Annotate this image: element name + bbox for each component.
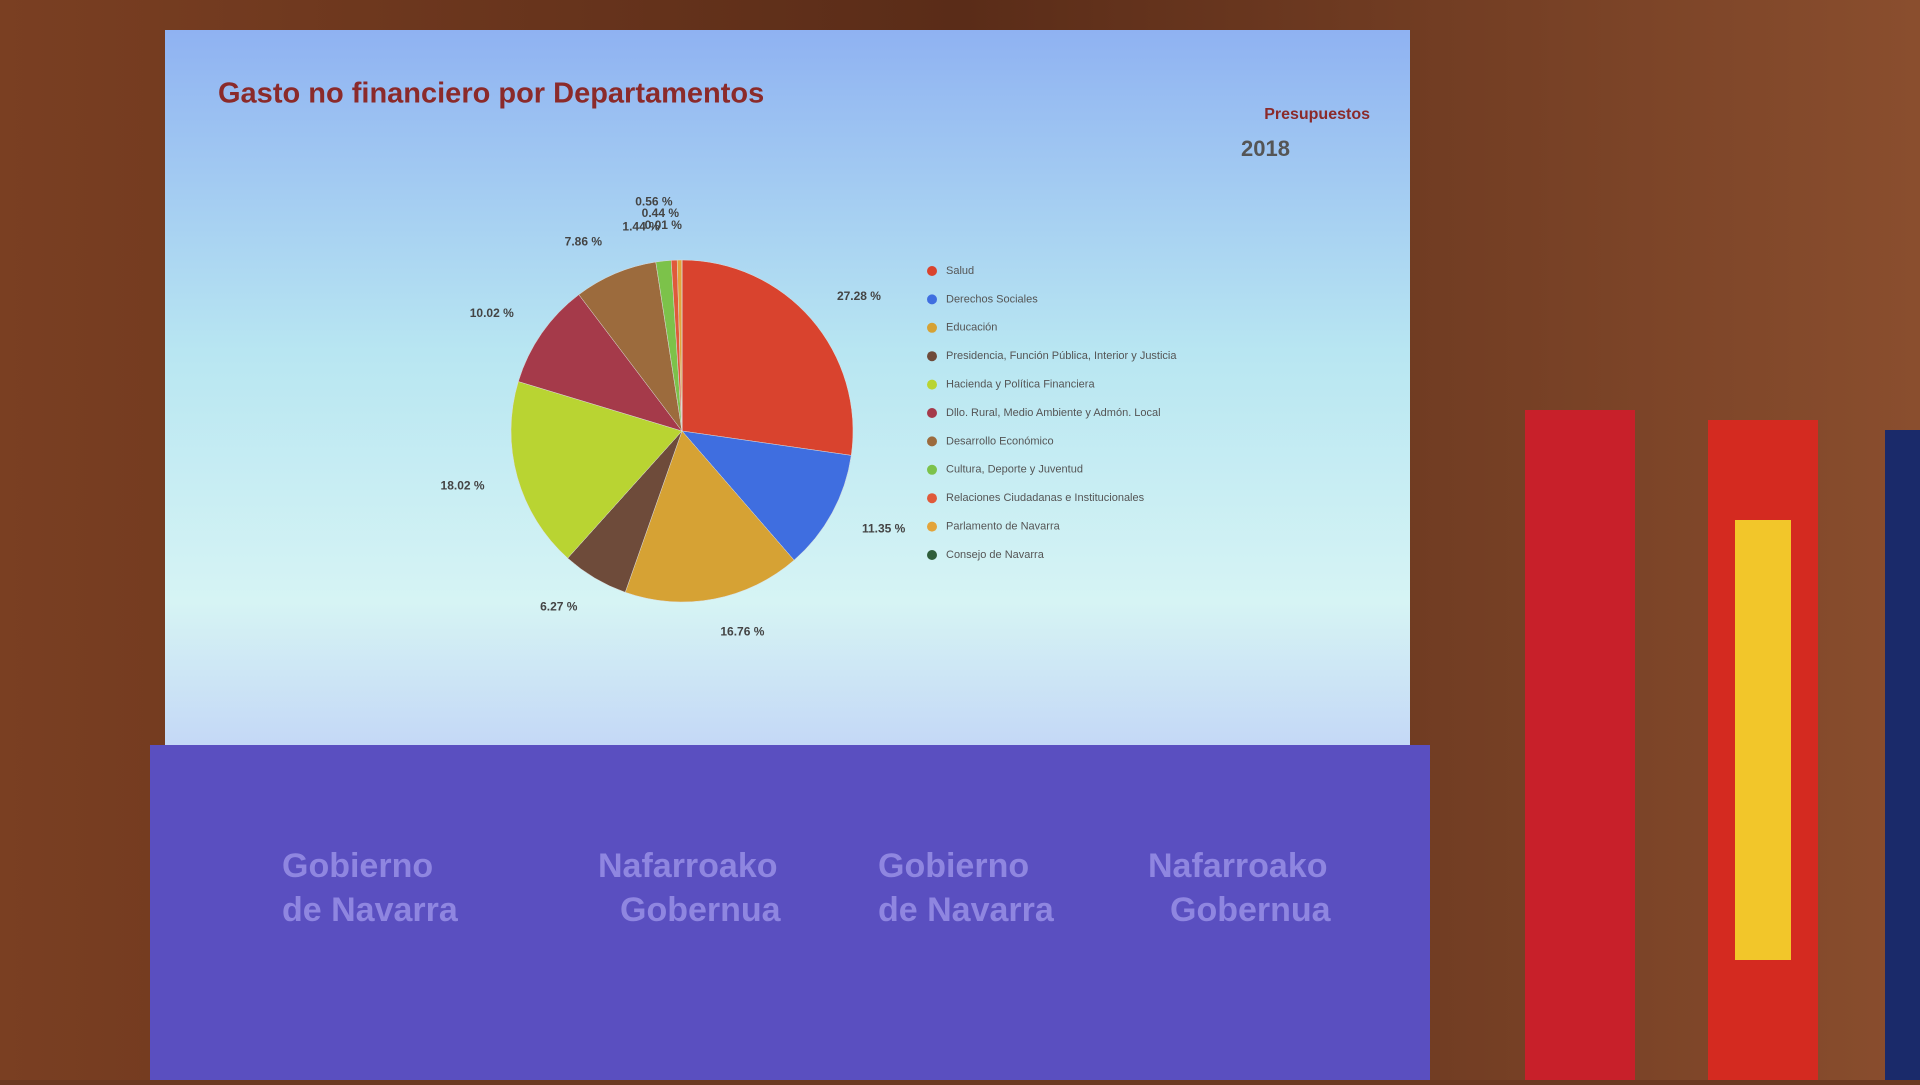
- data-label: 27.28 %: [837, 289, 881, 303]
- legend-label: Desarrollo Económico: [946, 435, 1054, 447]
- chart-title: Gasto no financiero por Departamentos: [218, 78, 764, 110]
- legend-label: Salud: [946, 265, 974, 277]
- legend-label: Derechos Sociales: [946, 293, 1038, 305]
- banner-text: Gobierno: [878, 847, 1029, 885]
- legend-label: Educación: [946, 322, 997, 334]
- legend-swatch: [927, 522, 937, 532]
- legend-swatch: [927, 436, 937, 446]
- data-label: 6.27 %: [540, 599, 578, 613]
- legend-swatch: [927, 408, 937, 418]
- brand-label: Presupuestos: [1264, 106, 1370, 123]
- legend-swatch: [927, 550, 937, 560]
- data-label: 18.02 %: [441, 478, 485, 492]
- banner-text: Nafarroako: [1148, 847, 1328, 885]
- flag: [1885, 430, 1920, 1080]
- flag: [1525, 410, 1635, 1080]
- legend-label: Relaciones Ciudadanas e Institucionales: [946, 492, 1145, 504]
- banner-text: Gobernua: [1170, 891, 1332, 929]
- legend-swatch: [927, 323, 937, 333]
- banner-text: Gobernua: [620, 891, 782, 929]
- banner-text: Nafarroako: [598, 847, 778, 885]
- legend-swatch: [927, 294, 937, 304]
- legend-label: Hacienda y Política Financiera: [946, 379, 1095, 391]
- legend-label: Consejo de Navarra: [946, 549, 1045, 561]
- data-label: 11.35 %: [862, 521, 906, 535]
- banner-text: Gobierno: [282, 847, 433, 885]
- legend-swatch: [927, 465, 937, 475]
- data-label: 16.76 %: [720, 625, 764, 639]
- brand-year: 2018: [1241, 136, 1290, 161]
- legend-label: Cultura, Deporte y Juventud: [946, 464, 1083, 476]
- banner-text: de Navarra: [282, 891, 459, 929]
- legend-swatch: [927, 266, 937, 276]
- legend-swatch: [927, 380, 937, 390]
- legend-label: Dllo. Rural, Medio Ambiente y Admón. Loc…: [946, 407, 1161, 419]
- legend-swatch: [927, 493, 937, 503]
- legend-label: Parlamento de Navarra: [946, 521, 1061, 533]
- data-label: 0.01 %: [645, 218, 683, 232]
- legend-label: Presidencia, Función Pública, Interior y…: [946, 350, 1177, 362]
- data-label: 7.86 %: [565, 234, 603, 248]
- banner-text: de Navarra: [878, 891, 1055, 929]
- flag-stripe: [1735, 520, 1791, 960]
- legend-swatch: [927, 351, 937, 361]
- data-label: 10.02 %: [470, 306, 514, 320]
